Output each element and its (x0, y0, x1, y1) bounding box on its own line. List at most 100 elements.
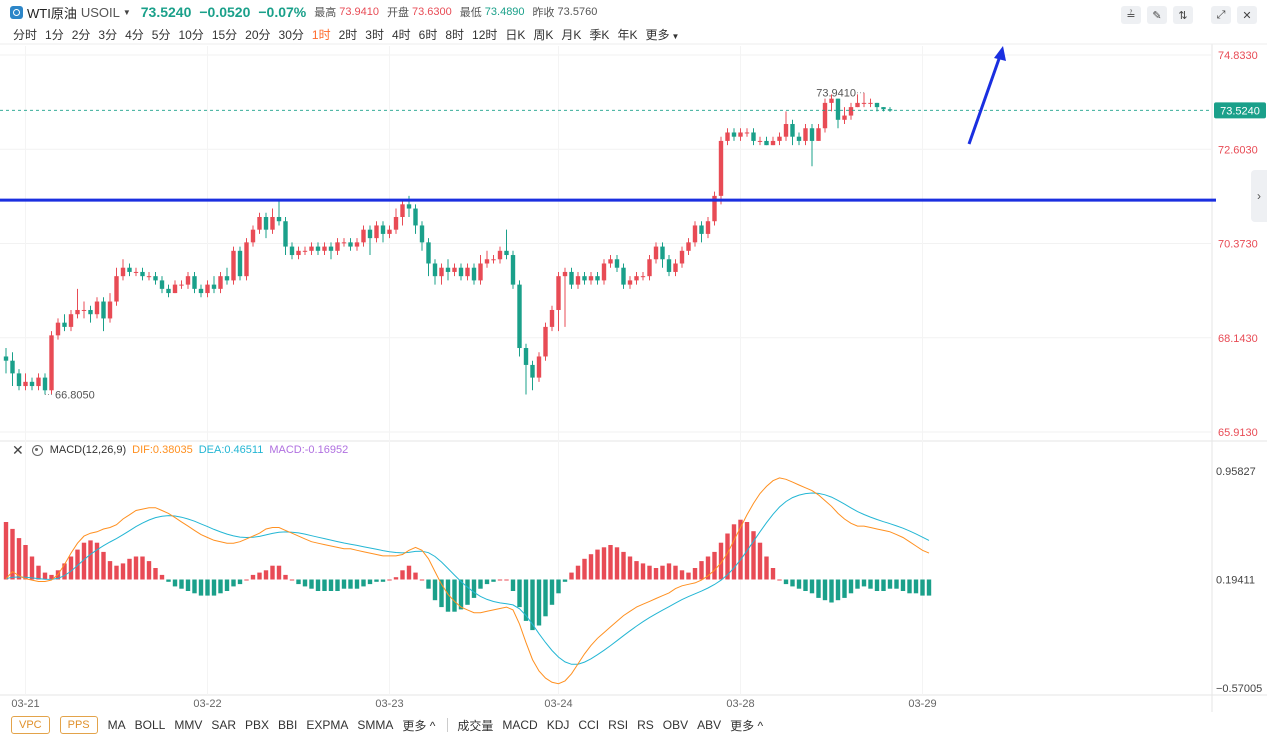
low-label: 最低 (459, 7, 482, 19)
macd-histogram-bar (699, 561, 704, 580)
gear-icon[interactable] (31, 444, 43, 456)
period-tab[interactable]: 3分 (98, 27, 118, 42)
candle-body (55, 322, 61, 336)
period-tab[interactable]: 1分 (45, 27, 64, 42)
macd-histogram-bar (588, 554, 594, 580)
indicator-icon[interactable]: ≟ (1121, 6, 1141, 24)
period-tab[interactable]: 周K (533, 27, 554, 42)
period-tab[interactable]: 2时 (338, 27, 358, 42)
chevron-right-icon[interactable]: › (1251, 170, 1267, 222)
candle-body (647, 259, 652, 277)
macd-histogram-bar (172, 579, 178, 587)
macd-histogram-bar (406, 565, 412, 580)
sub-indicator[interactable]: RS (637, 718, 654, 732)
macd-histogram-bar (146, 561, 152, 580)
candle-body (523, 348, 529, 365)
period-tab[interactable]: 12时 (472, 27, 498, 42)
candle-body (686, 242, 691, 251)
candle-body (16, 373, 22, 387)
candle-body (569, 271, 574, 285)
sub-indicator[interactable]: KDJ (546, 718, 570, 732)
macd-histogram-bar (75, 549, 80, 580)
candle-body (283, 221, 288, 247)
candle-body (335, 242, 340, 251)
sub-indicator[interactable]: MACD (502, 718, 538, 732)
period-tab[interactable]: 月K (561, 27, 582, 42)
period-tab[interactable]: 10分 (178, 27, 204, 42)
main-indicator-button[interactable]: PPS (59, 716, 98, 734)
overlay-indicator[interactable]: MA (107, 718, 126, 732)
overlay-indicator[interactable]: 更多 ^ (402, 718, 436, 733)
overlay-indicator[interactable]: BBI (278, 718, 298, 732)
period-tab[interactable]: 4分 (125, 27, 144, 42)
price-chart[interactable]: 74.8330 72.6030 70.3730 68.1430 65.9130 03-21… (0, 0, 1267, 712)
macd-histogram-bar (861, 579, 867, 587)
candle-body (881, 107, 886, 110)
close-icon[interactable]: ✕ (1237, 6, 1257, 24)
candle-body (705, 221, 711, 234)
candle-body (445, 267, 451, 272)
candle-body (250, 229, 256, 243)
candle-body (81, 309, 87, 311)
macd-histogram-bar (341, 579, 347, 589)
macd-histogram-bar (465, 579, 470, 605)
candle-body (790, 124, 795, 137)
sub-indicator[interactable]: 更多 ^ (730, 718, 764, 733)
candle-body (289, 246, 295, 256)
symbol-selector[interactable]: USOIL ▼ (81, 5, 131, 20)
candle-body (192, 276, 197, 289)
candle-body (835, 98, 841, 120)
macd-histogram-bar (530, 579, 535, 631)
sub-indicator[interactable]: ABV (697, 718, 722, 732)
macd-histogram-bar (211, 579, 217, 596)
close-icon[interactable]: ✕ (12, 441, 24, 458)
macd-histogram-bar (796, 579, 802, 589)
period-tab[interactable]: 年K (617, 27, 638, 42)
low-value: 73.4890 (484, 6, 525, 18)
overlay-indicator[interactable]: SAR (211, 718, 237, 732)
macd-histogram-bar (374, 579, 379, 582)
draw-icon[interactable]: ✎ (1147, 6, 1167, 24)
quote-header: WTI原油 USOIL ▼ 73.5240 −0.0520 −0.07% 最高 … (0, 0, 1267, 24)
compare-icon[interactable]: ⇅ (1173, 6, 1193, 24)
period-tab[interactable]: 20分 (245, 27, 271, 42)
period-tab[interactable]: 30分 (278, 27, 304, 42)
period-tab[interactable]: 季K (589, 27, 610, 42)
chart-toolbar: ≟ ✎ ⇅ ⤢ ✕ (1121, 6, 1257, 24)
trend-arrow (967, 55, 1002, 145)
sub-indicator[interactable]: OBV (662, 718, 689, 732)
overlay-indicator[interactable]: SMMA (357, 718, 394, 732)
candle-body (68, 314, 74, 327)
sub-indicator[interactable]: CCI (578, 718, 600, 732)
candle-body (582, 276, 587, 281)
period-tab[interactable]: 2分 (71, 27, 91, 42)
main-indicator-button[interactable]: VPC (11, 716, 50, 734)
macd-legend: ✕ MACD(12,26,9) DIF:0.38035 DEA:0.46511 … (12, 441, 348, 458)
period-tab[interactable]: 日K (505, 27, 526, 42)
macd-histogram-bar (809, 579, 815, 594)
macd-histogram-bar (881, 579, 886, 591)
period-tab[interactable]: 4时 (391, 27, 411, 42)
overlay-indicator[interactable]: BOLL (134, 718, 166, 732)
period-tab[interactable]: 15分 (211, 27, 238, 42)
fullscreen-icon[interactable]: ⤢ (1211, 6, 1231, 24)
sub-indicator[interactable]: 成交量 (457, 718, 494, 733)
overlay-indicator[interactable]: EXPMA (306, 718, 349, 732)
period-tab[interactable]: 3时 (365, 27, 384, 42)
macd-histogram-bar (133, 556, 139, 580)
period-tab[interactable]: 6时 (418, 27, 438, 42)
period-tab[interactable]: 更多 ▼ (645, 27, 680, 42)
candle-body (387, 229, 392, 234)
candle-body (770, 140, 776, 146)
period-tab[interactable]: 8时 (445, 27, 465, 42)
candle-body (731, 132, 737, 137)
sub-indicator[interactable]: RSI (608, 718, 629, 732)
overlay-indicator[interactable]: PBX (245, 718, 270, 732)
macd-histogram-bar (205, 579, 210, 596)
period-tab[interactable]: 5分 (151, 27, 171, 42)
overlay-indicator[interactable]: MMV (174, 718, 203, 732)
period-tab[interactable]: 分时 (13, 27, 38, 42)
macd-histogram-bar (68, 556, 74, 580)
period-tab[interactable]: 1时 (311, 27, 331, 42)
candle-body (94, 301, 100, 315)
